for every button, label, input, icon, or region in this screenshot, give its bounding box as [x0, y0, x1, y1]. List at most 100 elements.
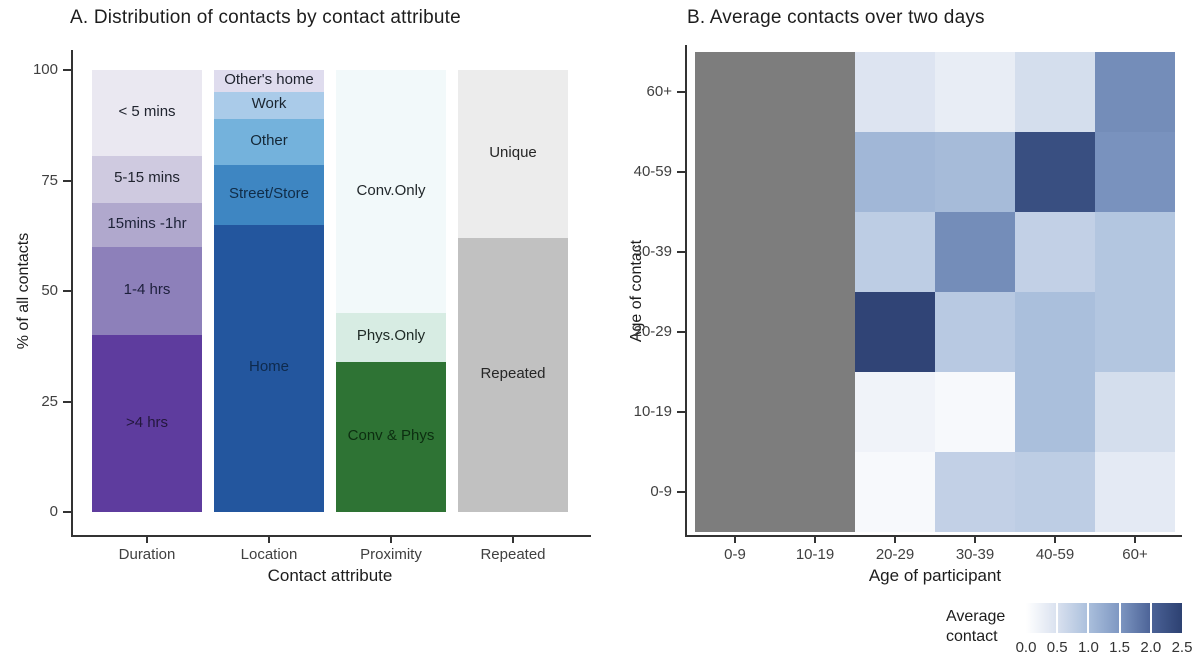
x-tick-label: 0-9	[724, 546, 746, 563]
x-tick-label: Location	[240, 546, 298, 563]
panel-b-x-axis-title: Age of participant	[868, 566, 1002, 585]
heatmap-cell	[1095, 52, 1175, 132]
x-tick-mark	[268, 537, 270, 543]
y-tick-label: 0-9	[650, 483, 672, 500]
heatmap-cell	[775, 292, 855, 372]
panel-a-x-axis-line	[71, 535, 591, 537]
bar-segment	[214, 224, 324, 512]
y-tick-label: 100	[32, 61, 58, 78]
heatmap-cell	[1095, 212, 1175, 292]
y-tick-label: 0	[49, 503, 58, 520]
legend-tick-label: 1.5	[1109, 639, 1131, 656]
x-tick-label: 40-59	[1035, 546, 1075, 563]
heatmap-cell	[1015, 292, 1095, 372]
heatmap-cell	[855, 132, 935, 212]
legend-tick-mark	[1149, 603, 1152, 633]
bar-segment	[92, 202, 202, 247]
legend-gradient-bar	[1026, 603, 1182, 633]
legend-tick-mark	[1056, 603, 1059, 633]
heatmap-cell	[1015, 132, 1095, 212]
heatmap-cell	[935, 292, 1015, 372]
x-tick-label: 30-39	[955, 546, 995, 563]
x-tick-label: 20-29	[875, 546, 915, 563]
bar-segment	[336, 70, 446, 314]
bar-segment	[458, 70, 568, 238]
y-tick-label: 30-39	[633, 243, 672, 260]
heatmap-cell	[935, 212, 1015, 292]
legend-tick-mark	[1087, 603, 1090, 633]
bar-segment	[92, 335, 202, 512]
bar-segment	[458, 237, 568, 512]
bar-segment	[214, 118, 324, 166]
heatmap-cell	[775, 372, 855, 452]
heatmap-cell	[935, 372, 1015, 452]
y-tick-label: 50	[41, 282, 58, 299]
legend-tick-label: 0.0	[1015, 639, 1037, 656]
heatmap-cell	[935, 52, 1015, 132]
legend-tick-mark	[1118, 603, 1121, 633]
x-tick-mark	[512, 537, 514, 543]
heatmap-cell	[695, 132, 775, 212]
y-tick-mark	[63, 511, 71, 513]
y-tick-mark	[63, 179, 71, 182]
heatmap-cell	[775, 132, 855, 212]
y-tick-mark	[677, 251, 685, 253]
bar-segment	[92, 246, 202, 336]
y-tick-mark	[677, 411, 685, 413]
x-tick-mark	[974, 537, 976, 543]
panel-a-x-axis-title: Contact attribute	[267, 566, 393, 585]
heatmap-cell	[1015, 452, 1095, 532]
bar-segment	[92, 156, 202, 203]
heatmap-cell	[695, 372, 775, 452]
heatmap-cell	[1095, 372, 1175, 452]
panel-b-title: B. Average contacts over two days	[687, 7, 985, 28]
y-tick-mark	[63, 69, 71, 71]
bar-segment	[336, 361, 446, 512]
legend-tick-label: 2.0	[1140, 639, 1162, 656]
bar-segment	[336, 313, 446, 362]
x-tick-label: Duration	[118, 546, 176, 563]
y-tick-mark	[63, 290, 71, 292]
legend-tick-label: 0.5	[1046, 639, 1068, 656]
y-tick-mark	[63, 400, 71, 403]
heatmap-cell	[855, 212, 935, 292]
y-tick-label: 20-29	[633, 323, 672, 340]
heatmap-cell	[1015, 212, 1095, 292]
x-tick-mark	[734, 537, 736, 543]
bar-segment	[214, 92, 324, 119]
y-tick-label: 40-59	[633, 163, 672, 180]
x-tick-label: Repeated	[480, 546, 546, 563]
y-tick-label: 10-19	[633, 403, 672, 420]
heatmap-cell	[775, 452, 855, 532]
x-tick-mark	[814, 537, 816, 543]
panel-b-x-axis-line	[685, 535, 1182, 537]
x-tick-label: 60+	[1122, 546, 1148, 563]
heatmap-cell	[695, 52, 775, 132]
heatmap-cell	[1095, 292, 1175, 372]
heatmap-cell	[1095, 452, 1175, 532]
heatmap-cell	[695, 292, 775, 372]
panel-a-title: A. Distribution of contacts by contact a…	[70, 7, 461, 28]
panel-b-y-axis-line	[685, 45, 687, 537]
heatmap-cell	[935, 132, 1015, 212]
x-tick-mark	[146, 537, 148, 543]
y-tick-mark	[677, 171, 685, 173]
x-tick-mark	[894, 537, 896, 543]
bar-segment	[214, 165, 324, 225]
x-tick-mark	[390, 537, 392, 543]
y-tick-label: 25	[41, 392, 58, 410]
heatmap-cell	[1015, 52, 1095, 132]
y-tick-label: 60+	[646, 83, 672, 100]
panel-a-y-axis-line	[71, 50, 73, 537]
heatmap-cell	[855, 452, 935, 532]
legend-tick-label: 1.0	[1077, 639, 1099, 656]
x-tick-label: 10-19	[795, 546, 835, 563]
heatmap-cell	[935, 452, 1015, 532]
x-tick-label: Proximity	[360, 546, 422, 563]
y-tick-label: 75	[41, 171, 58, 189]
heatmap-cell	[695, 212, 775, 292]
y-tick-mark	[677, 491, 685, 493]
y-tick-mark	[677, 91, 685, 93]
heatmap-cell	[775, 52, 855, 132]
